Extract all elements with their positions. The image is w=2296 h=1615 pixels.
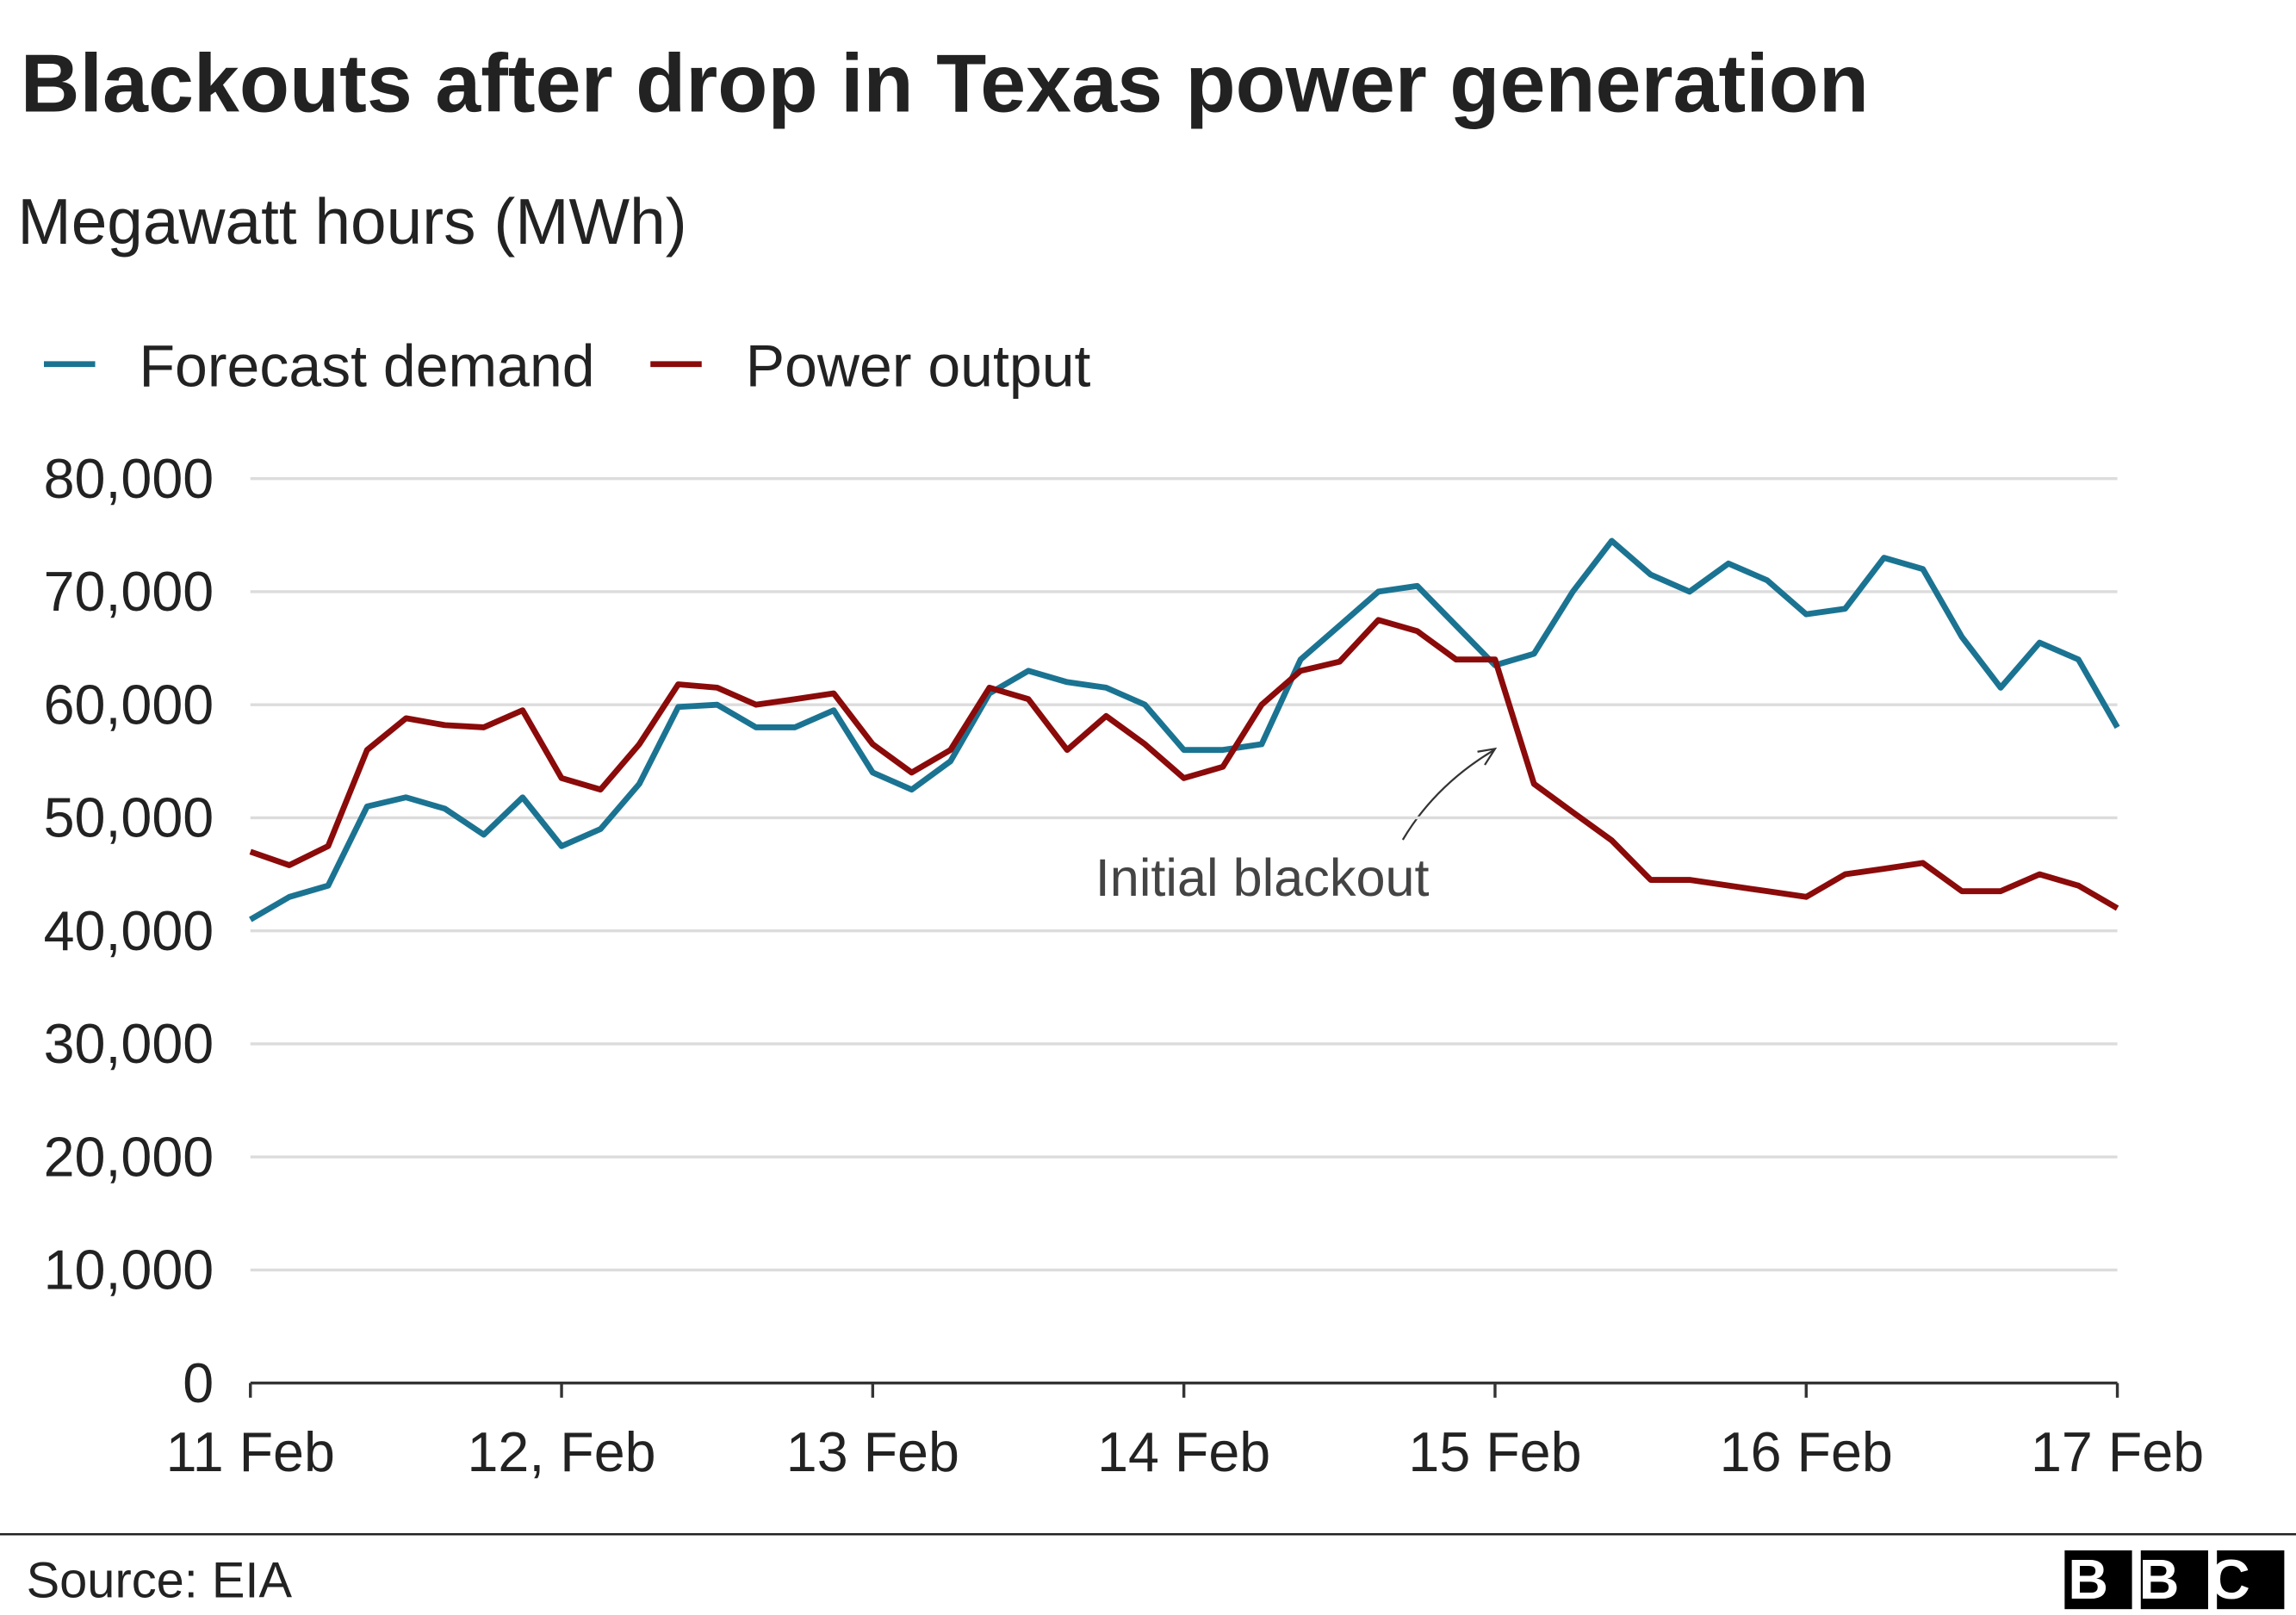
y-tick-label: 70,000 <box>44 560 214 623</box>
y-tick-label: 20,000 <box>44 1125 214 1188</box>
x-tick-label: 12, Feb <box>467 1420 655 1483</box>
annotation-arrowhead <box>1477 747 1498 766</box>
x-tick-label: 14 Feb <box>1097 1420 1270 1483</box>
legend-label: Forecast demand <box>140 333 595 399</box>
x-tick-label: 16 Feb <box>1720 1420 1893 1483</box>
x-tick-label: 17 Feb <box>2031 1420 2204 1483</box>
chart-title: Blackouts after drop in Texas power gene… <box>21 38 1869 129</box>
y-tick-label: 30,000 <box>44 1012 214 1075</box>
x-tick-label: 13 Feb <box>786 1420 959 1483</box>
legend-label: Power output <box>746 333 1091 399</box>
y-tick-label: 50,000 <box>44 786 214 849</box>
y-tick-label: 60,000 <box>44 673 214 736</box>
y-tick-label: 80,000 <box>44 447 214 510</box>
logo <box>2064 1550 2285 1610</box>
y-tick-label: 40,000 <box>44 899 214 962</box>
annotation: Initial blackout <box>1095 848 1430 907</box>
y-tick-label: 10,000 <box>44 1239 214 1301</box>
logo-text: BBC <box>2068 1548 2280 1611</box>
y-tick-label: 0 <box>183 1351 214 1414</box>
x-tick-label: 15 Feb <box>1408 1420 1581 1483</box>
line-series <box>249 537 2120 922</box>
x-tick-label: 11 Feb <box>166 1420 335 1483</box>
source: Source: EIA <box>27 1553 293 1608</box>
line-series <box>249 617 2119 911</box>
chart-subtitle: Megawatt hours (MWh) <box>17 185 686 258</box>
annotation-arrow <box>1401 749 1494 841</box>
